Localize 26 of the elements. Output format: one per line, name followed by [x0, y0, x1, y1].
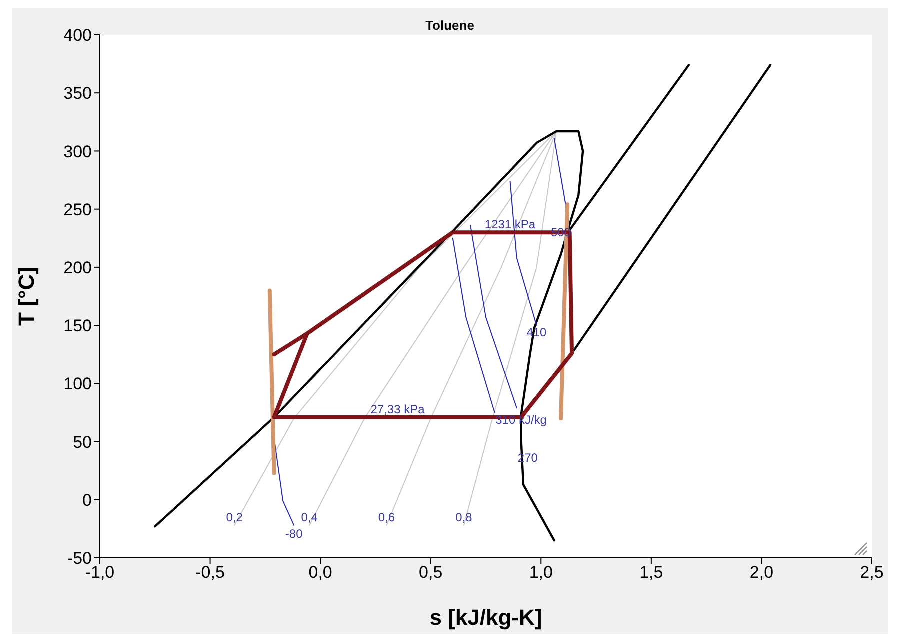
x-tick-label: 2,5	[860, 563, 884, 582]
annotation: 1231 kPa	[484, 218, 536, 232]
x-tick-label: 0,0	[308, 563, 332, 582]
y-tick-label: 200	[64, 258, 92, 278]
x-tick-label: 1,5	[640, 563, 664, 582]
y-tick-label: 250	[64, 200, 92, 220]
y-tick-label: 350	[64, 84, 92, 104]
y-tick-label: 0	[82, 490, 92, 510]
chart-title: Toluene	[426, 18, 474, 33]
x-tick-label: 2,0	[750, 563, 774, 582]
x-tick-label: 1,0	[529, 563, 553, 582]
x-axis-title: s [kJ/kg-K]	[430, 605, 542, 630]
x-tick-label: -0,5	[196, 563, 225, 582]
y-tick-label: 300	[64, 142, 92, 162]
annotation: -80	[285, 526, 304, 541]
y-axis-title: T [°C]	[14, 267, 39, 326]
y-tick-label: 150	[64, 316, 92, 336]
annotation: 27,33 kPa	[370, 402, 426, 416]
annotation: 0,8	[456, 510, 473, 524]
annotation: 0,4	[301, 510, 318, 524]
y-tick-label: 50	[73, 432, 92, 452]
y-tick-label: 400	[64, 26, 92, 46]
x-tick-label: 0,5	[419, 563, 443, 582]
annotation: 0,6	[378, 510, 396, 524]
annotation: 0,2	[226, 510, 244, 524]
y-tick-label: 100	[64, 374, 92, 394]
